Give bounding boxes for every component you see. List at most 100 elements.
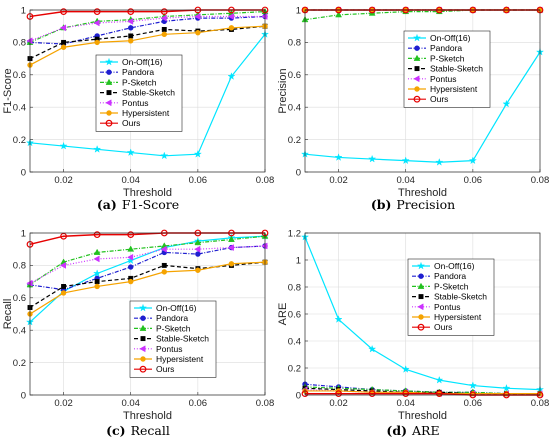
y-axis-label: Precision (277, 68, 289, 113)
panel-caption-label: (b) (371, 197, 392, 212)
data-point-hypersistent (195, 267, 201, 273)
legend-swatch-marker (412, 33, 422, 42)
y-tick-label: 1 (296, 5, 301, 16)
data-point-on-off-16 (193, 149, 202, 158)
y-tick-label: 0.4 (13, 103, 26, 114)
y-tick-label: 0.8 (13, 38, 26, 49)
legend-swatch-marker (418, 314, 424, 320)
y-tick-label: 1 (296, 255, 301, 266)
data-point-pontus (261, 242, 268, 250)
panel-caption-text: Recall (131, 423, 170, 438)
panel-caption-text: F1-Score (122, 197, 179, 212)
series-pontus (26, 13, 268, 45)
y-tick-label: 0 (296, 167, 301, 178)
legend-swatch-marker (414, 66, 420, 72)
data-point-hypersistent (161, 31, 167, 37)
y-tick-label: 1 (21, 5, 26, 16)
legend-entry: On-Off(16) (122, 57, 163, 67)
data-point-on-off-16 (227, 72, 236, 80)
legend: On-Off(16)PandoraP-SketchStable-SketchPo… (407, 258, 495, 336)
data-point-pandora (128, 25, 134, 31)
series-line-on-off-16 (304, 51, 541, 163)
x-tick-label: 0.04 (121, 398, 140, 409)
data-point-pontus (26, 37, 33, 45)
legend-swatch-marker (417, 282, 425, 289)
legend-entry: Pontus (430, 74, 456, 84)
series-line-p-sketch (29, 11, 266, 43)
data-point-pontus (194, 245, 201, 253)
legend-swatch-marker (413, 75, 420, 83)
data-point-on-off-16 (126, 256, 135, 264)
legend-swatch-marker (418, 273, 424, 279)
data-point-ours (368, 390, 376, 398)
data-point-p-sketch (335, 11, 342, 18)
data-point-pontus (59, 24, 67, 32)
data-point-pontus (227, 244, 234, 252)
data-point-pontus (227, 13, 234, 20)
y-axis-label: Recall (2, 299, 14, 330)
series-line-on-off-16 (29, 235, 266, 323)
data-point-ours (93, 8, 101, 16)
y-tick-label: 0 (296, 390, 301, 401)
series-line-on-off-16 (29, 33, 266, 157)
series-line-pontus (29, 15, 265, 42)
panel-caption-text: ARE (411, 423, 440, 438)
x-axis-label: Threshold (123, 410, 172, 422)
legend-entry: Stable-Sketch (122, 88, 175, 98)
x-tick-label: 0.06 (189, 175, 208, 186)
data-point-hypersistent (60, 290, 67, 296)
legend-swatch-marker (414, 86, 420, 92)
legend-swatch-marker (140, 336, 146, 342)
x-axis-label: Threshold (398, 410, 447, 422)
legend-swatch-marker (417, 323, 425, 331)
panel-caption: (b) Precision (371, 197, 455, 212)
axes-box (29, 232, 266, 396)
y-tick-label: 0.4 (288, 103, 301, 114)
x-tick-label: 0.08 (256, 175, 275, 186)
axes-box (304, 232, 541, 396)
y-axis-label: ARE (277, 303, 289, 326)
chart-panel-2: 0.02 0.04 0.06 0.0800.20.40.60.81ThresholdP… (277, 5, 549, 212)
y-tick-label: 0.2 (288, 135, 301, 146)
x-axis-label: Threshold (398, 187, 447, 199)
legend-swatch-marker (139, 324, 147, 331)
x-tick-label: 0.04 (396, 398, 415, 409)
x-tick-label: 0.08 (256, 398, 275, 409)
data-point-p-sketch (93, 248, 101, 255)
panel-caption-label: (c) (106, 423, 125, 438)
legend-entry: Stable-Sketch (434, 292, 487, 302)
legend: On-Off(16)PandoraP-SketchStable-SketchPo… (129, 300, 217, 378)
legend-swatch-marker (416, 261, 426, 270)
y-tick-label: 0 (21, 167, 26, 178)
data-point-pontus (126, 17, 134, 25)
data-point-on-off-16 (401, 365, 410, 373)
data-point-ours (60, 232, 67, 240)
x-axis-label: Threshold (123, 187, 172, 199)
legend-entry: P-Sketch (434, 281, 469, 291)
legend-swatch-marker (106, 69, 112, 75)
x-tick-label: 0.08 (531, 175, 550, 186)
data-point-hypersistent (128, 38, 134, 44)
series-line-p-sketch (304, 9, 540, 21)
legend-swatch-marker (105, 119, 113, 127)
data-point-ours (60, 8, 67, 16)
legend: On-Off(16)PandoraP-SketchStable-SketchPo… (403, 30, 491, 108)
data-point-hypersistent (228, 25, 235, 31)
legend-entry: Pandora (434, 271, 466, 281)
panel-caption-label: (d) (386, 423, 407, 438)
legend: On-Off(16)PandoraP-SketchStable-SketchPo… (95, 54, 183, 132)
panel-caption-text: Precision (396, 197, 455, 212)
series-line-stable-sketch (29, 261, 266, 309)
legend-entry: Stable-Sketch (156, 334, 209, 344)
series-line-p-sketch (29, 235, 266, 286)
data-point-ours (127, 231, 135, 239)
y-tick-label: 0.6 (288, 70, 301, 81)
legend-entry: Pontus (122, 98, 148, 108)
series-pontus (26, 242, 268, 287)
data-point-on-off-16 (502, 99, 511, 108)
legend-swatch-marker (414, 45, 420, 51)
series-hypersistent (27, 23, 268, 68)
legend-entry: P-Sketch (156, 323, 191, 333)
legend-swatch-marker (418, 294, 424, 300)
legend-entry: Pontus (156, 344, 182, 354)
